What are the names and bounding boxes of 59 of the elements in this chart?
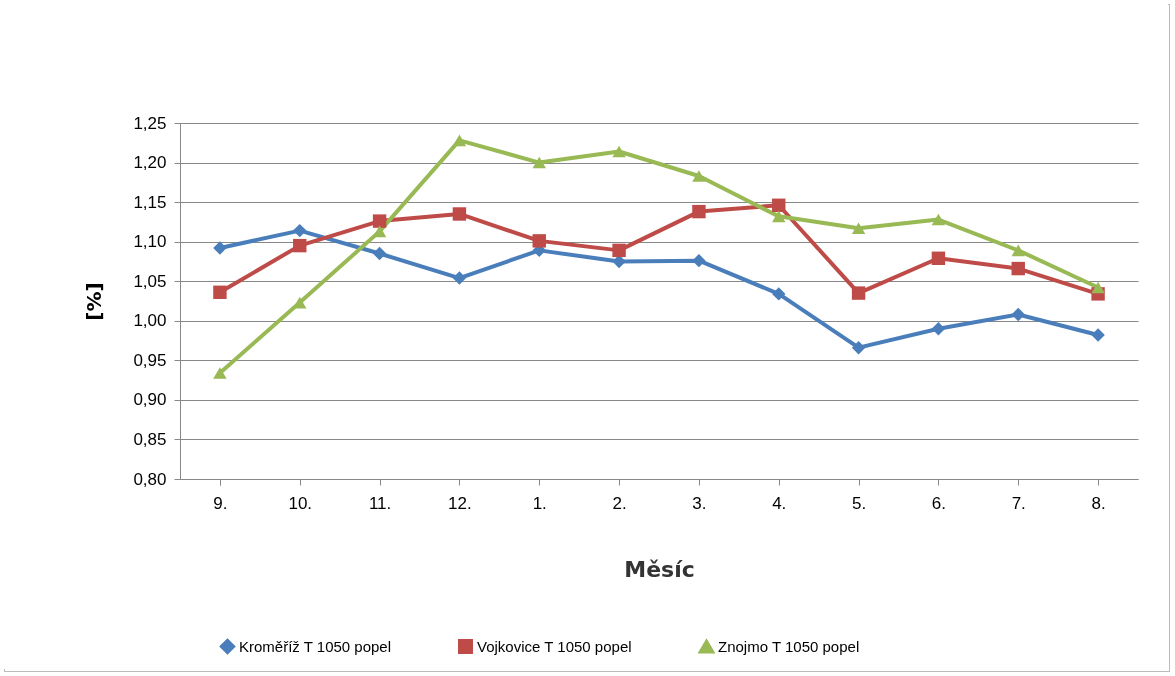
point — [293, 296, 307, 309]
y-tick-label: 1,05 — [133, 271, 167, 291]
point — [692, 204, 706, 219]
point — [692, 170, 706, 182]
point — [293, 223, 307, 238]
y-tick-label: 0,95 — [133, 350, 167, 370]
y-tick-label: 1,20 — [133, 153, 167, 173]
point — [1011, 307, 1025, 322]
point — [1011, 244, 1025, 257]
point — [293, 238, 307, 253]
point — [213, 367, 227, 379]
point — [851, 340, 866, 355]
y-tick-label: 0,80 — [133, 469, 167, 489]
point — [452, 271, 467, 285]
point — [213, 285, 227, 300]
point — [612, 243, 626, 258]
y-axis-title: [%] — [82, 282, 107, 321]
x-tick-label: 3. — [692, 493, 707, 513]
point — [532, 156, 546, 169]
y-tick-label: 1,25 — [133, 113, 167, 133]
point — [452, 134, 467, 147]
x-tick-label: 4. — [772, 493, 787, 513]
point — [1091, 281, 1105, 294]
point — [372, 246, 387, 261]
point — [612, 145, 626, 158]
point — [931, 321, 946, 336]
point — [532, 234, 546, 248]
x-tick-label: 8. — [1091, 493, 1106, 513]
y-tick-label: 0,90 — [133, 390, 167, 410]
x-tick-label: 11. — [368, 493, 392, 513]
legend-label: Vojkovice T 1050 popel — [477, 637, 632, 655]
point — [851, 222, 866, 235]
point — [452, 207, 467, 221]
point — [772, 198, 786, 212]
y-tick-label: 1,10 — [133, 232, 167, 252]
point — [213, 241, 227, 255]
point — [931, 251, 946, 265]
point — [851, 286, 866, 300]
x-tick-label: 2. — [612, 493, 627, 513]
point — [931, 213, 946, 226]
x-tick-label: 12. — [448, 493, 472, 513]
legend-label: Znojmo T 1050 popel — [718, 637, 860, 655]
point — [372, 214, 387, 228]
legend-label: Kroměříž T 1050 popel — [239, 637, 392, 655]
point — [1011, 261, 1025, 276]
x-tick-label: 5. — [851, 493, 867, 513]
x-tick-label: 1. — [532, 493, 547, 513]
x-axis-title: Měsíc — [624, 556, 695, 582]
point — [692, 253, 706, 268]
point — [1091, 328, 1105, 342]
x-tick-label: 6. — [931, 493, 947, 513]
point — [772, 287, 786, 301]
x-tick-label: 10. — [288, 493, 313, 513]
point — [772, 210, 786, 223]
x-tick-label: 7. — [1011, 493, 1026, 513]
y-tick-label: 1,00 — [133, 311, 167, 331]
y-tick-label: 1,15 — [133, 192, 167, 212]
y-tick-label: 0,85 — [133, 429, 167, 449]
x-tick-label: 9. — [213, 493, 228, 513]
